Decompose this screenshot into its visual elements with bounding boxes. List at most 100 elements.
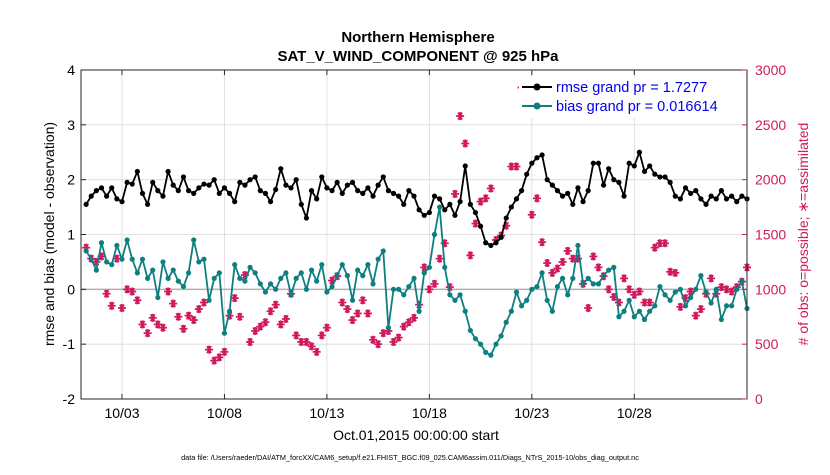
rmse-point — [191, 190, 197, 196]
x-tick-label: 10/18 — [412, 405, 447, 421]
obs-marker — [230, 294, 239, 303]
y-tick-label: 1 — [67, 227, 75, 243]
rmse-point — [606, 166, 612, 172]
rmse-point — [390, 190, 397, 196]
obs-marker — [251, 327, 260, 336]
bias-point — [375, 256, 381, 262]
obs-marker — [128, 287, 137, 296]
bias-point — [314, 278, 320, 284]
rmse-point — [426, 209, 432, 216]
obs-marker — [246, 337, 255, 346]
obs-marker — [630, 290, 639, 299]
bias-point — [437, 204, 443, 210]
y-tick-label: -1 — [63, 336, 76, 352]
bias-point — [370, 281, 376, 287]
bias-point — [462, 308, 468, 314]
rmse-point — [365, 185, 371, 191]
bias-point — [498, 333, 504, 339]
bias-point — [606, 267, 612, 273]
obs-marker — [650, 243, 659, 252]
rmse-point — [93, 188, 99, 194]
bias-point — [247, 264, 253, 270]
bias-point — [175, 278, 181, 284]
bias-point — [708, 300, 714, 306]
bias-point — [93, 267, 99, 273]
bias-point — [703, 289, 709, 295]
rmse-point — [139, 190, 146, 196]
rmse-point — [723, 196, 730, 202]
obs-marker — [235, 312, 244, 321]
rmse-point — [457, 199, 463, 205]
bias-point — [262, 289, 269, 295]
bias-point — [713, 286, 719, 292]
bias-point — [626, 297, 632, 303]
bias-point — [139, 256, 146, 262]
obs-marker — [671, 268, 680, 277]
rmse-point — [739, 193, 745, 199]
rmse-point — [529, 160, 535, 166]
obs-marker — [148, 313, 157, 322]
rmse-point — [539, 152, 545, 158]
bias-point — [88, 256, 94, 262]
bias-point — [380, 248, 386, 254]
bias-point — [288, 292, 294, 298]
bias-point — [283, 270, 289, 276]
bias-point — [739, 278, 745, 284]
bias-point — [693, 286, 699, 292]
bias-point — [631, 314, 637, 320]
bias-point — [559, 275, 566, 281]
bias-point — [688, 294, 694, 301]
obs-marker — [292, 331, 301, 340]
rmse-point — [114, 196, 120, 202]
bias-point — [488, 352, 494, 358]
rmse-point — [160, 193, 166, 199]
bias-point — [621, 308, 627, 314]
y2-tick-label: 2500 — [755, 117, 786, 133]
rmse-point — [401, 201, 407, 207]
bias-point — [442, 264, 448, 270]
bias-point — [216, 270, 222, 276]
x-tick-label: 10/28 — [617, 405, 652, 421]
obs-marker — [179, 324, 188, 333]
rmse-point — [585, 188, 591, 194]
rmse-point — [83, 201, 89, 207]
bias-point — [662, 292, 668, 298]
obs-marker — [174, 312, 183, 321]
y-tick-label: 0 — [67, 281, 75, 297]
obs-marker — [410, 313, 418, 322]
rmse-point — [652, 171, 658, 177]
obs-marker — [430, 279, 439, 288]
rmse-point — [636, 149, 643, 155]
rmse-point — [631, 163, 637, 169]
obs-marker — [461, 139, 470, 148]
bias-line — [85, 206, 748, 357]
obs-marker — [143, 329, 152, 338]
y2-tick-label: 1000 — [755, 281, 786, 297]
bias-point — [723, 303, 730, 309]
obs-marker — [358, 296, 367, 305]
bias-point — [329, 283, 335, 290]
obs-marker — [645, 298, 654, 307]
rmse-point — [257, 188, 263, 194]
rmse-point — [329, 188, 335, 194]
rmse-point — [508, 204, 514, 210]
y-axis-label: rmse and bias (model - observation) — [41, 122, 57, 346]
bias-point — [657, 283, 663, 290]
bias-point — [677, 286, 684, 292]
bias-point — [293, 275, 299, 281]
bias-point — [698, 273, 704, 279]
bias-point — [652, 303, 658, 309]
rmse-point — [559, 193, 566, 199]
rmse-point — [349, 179, 356, 186]
bias-point — [585, 275, 591, 281]
rmse-point — [447, 201, 453, 207]
legend-bias-marker — [533, 102, 541, 110]
bias-point — [570, 275, 576, 281]
rmse-point — [211, 177, 217, 183]
rmse-point — [713, 196, 719, 202]
obs-marker — [471, 219, 480, 228]
y2-axis-label: # of obs: o=possible; ∗=assimilated — [795, 123, 811, 346]
y-tick-label: -2 — [63, 391, 76, 407]
obs-marker — [707, 274, 716, 283]
